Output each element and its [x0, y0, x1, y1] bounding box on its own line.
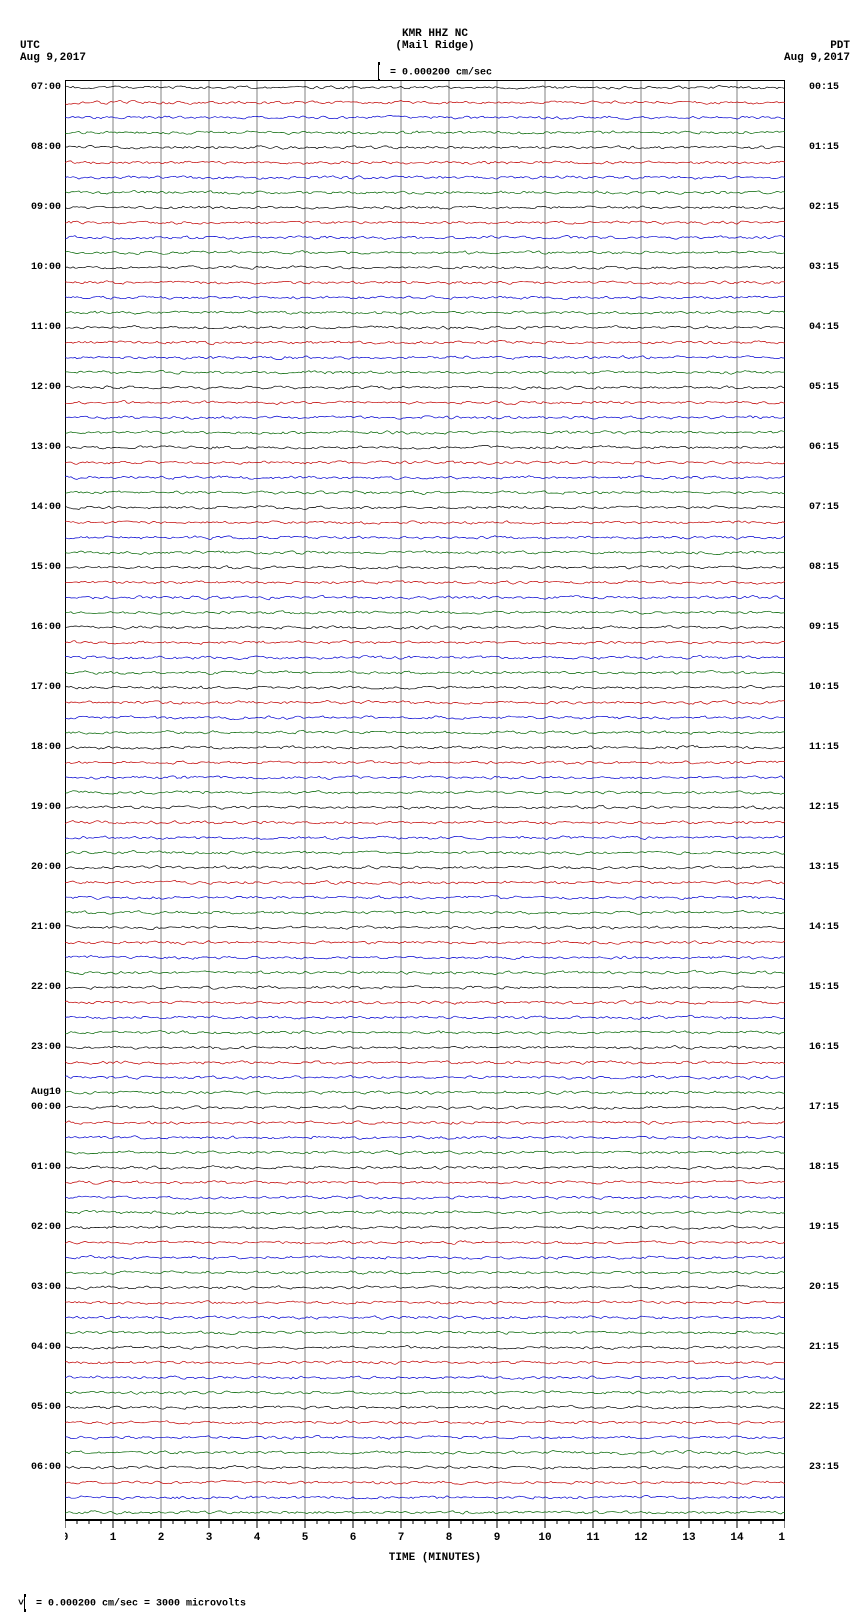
- left-time-label: 22:00: [31, 983, 61, 993]
- left-time-label: 01:00: [31, 1163, 61, 1173]
- right-time-label: 20:15: [809, 1283, 839, 1293]
- left-time-label: 14:00: [31, 503, 61, 513]
- right-time-label: 19:15: [809, 1223, 839, 1233]
- svg-text:15: 15: [778, 1532, 785, 1544]
- svg-text:4: 4: [254, 1532, 261, 1544]
- left-time-label: 19:00: [31, 803, 61, 813]
- right-time-label: 15:15: [809, 983, 839, 993]
- right-time-label: 18:15: [809, 1163, 839, 1173]
- footer-scale-bar-icon: [24, 1594, 26, 1612]
- right-time-label: 04:15: [809, 323, 839, 333]
- left-time-label: 17:00: [31, 683, 61, 693]
- right-time-label: 09:15: [809, 623, 839, 633]
- right-time-label: 14:15: [809, 923, 839, 933]
- left-time-label: 09:00: [31, 203, 61, 213]
- date-rollover-label: Aug10: [31, 1088, 61, 1098]
- right-time-label: 11:15: [809, 743, 839, 753]
- right-time-label: 06:15: [809, 443, 839, 453]
- left-time-label: 12:00: [31, 383, 61, 393]
- svg-text:7: 7: [398, 1532, 405, 1544]
- left-time-label: 03:00: [31, 1283, 61, 1293]
- right-time-label: 10:15: [809, 683, 839, 693]
- left-time-label: 02:00: [31, 1223, 61, 1233]
- right-time-label: 02:15: [809, 203, 839, 213]
- svg-text:9: 9: [494, 1532, 501, 1544]
- header-right: PDT Aug 9,2017: [784, 40, 850, 64]
- left-time-label: 10:00: [31, 263, 61, 273]
- right-time-label: 16:15: [809, 1043, 839, 1053]
- scale-indicator: = 0.000200 cm/sec: [10, 62, 850, 82]
- right-time-label: 00:15: [809, 83, 839, 93]
- pdt-tz-label: PDT: [784, 40, 850, 52]
- left-time-label: 11:00: [31, 323, 61, 333]
- left-time-label: 23:00: [31, 1043, 61, 1053]
- chart-header: UTC Aug 9,2017 KMR HHZ NC (Mail Ridge) P…: [10, 10, 850, 70]
- left-time-label: 04:00: [31, 1343, 61, 1353]
- x-axis-label: TIME (MINUTES): [65, 1552, 805, 1564]
- seismogram-svg: [65, 80, 785, 1520]
- left-time-label: 16:00: [31, 623, 61, 633]
- scale-text: = 0.000200 cm/sec: [384, 68, 492, 79]
- svg-text:1: 1: [110, 1532, 117, 1544]
- right-time-label: 08:15: [809, 563, 839, 573]
- svg-text:3: 3: [206, 1532, 213, 1544]
- left-time-label: 06:00: [31, 1463, 61, 1473]
- right-time-label: 17:15: [809, 1103, 839, 1113]
- left-time-label: 18:00: [31, 743, 61, 753]
- scale-bar-icon: [378, 62, 380, 82]
- svg-text:13: 13: [682, 1532, 696, 1544]
- right-time-label: 13:15: [809, 863, 839, 873]
- svg-text:0: 0: [65, 1532, 68, 1544]
- left-time-label: 07:00: [31, 83, 61, 93]
- right-time-label: 03:15: [809, 263, 839, 273]
- right-time-label: 12:15: [809, 803, 839, 813]
- station-code: KMR HHZ NC: [10, 28, 850, 40]
- svg-text:14: 14: [730, 1532, 744, 1544]
- header-center: KMR HHZ NC (Mail Ridge): [10, 28, 850, 52]
- footer-scale-text: = 0.000200 cm/sec = 3000 microvolts: [30, 1599, 246, 1610]
- left-time-label: 00:00: [31, 1103, 61, 1113]
- seismogram-plot: 07:0008:0009:0010:0011:0012:0013:0014:00…: [65, 80, 805, 1564]
- x-axis-svg: 0123456789101112131415: [65, 1520, 785, 1548]
- right-time-label: 23:15: [809, 1463, 839, 1473]
- right-time-label: 07:15: [809, 503, 839, 513]
- left-time-label: 05:00: [31, 1403, 61, 1413]
- right-time-label: 21:15: [809, 1343, 839, 1353]
- svg-text:5: 5: [302, 1532, 309, 1544]
- svg-text:8: 8: [446, 1532, 453, 1544]
- right-time-label: 05:15: [809, 383, 839, 393]
- svg-text:6: 6: [350, 1532, 357, 1544]
- left-time-label: 08:00: [31, 143, 61, 153]
- right-time-label: 22:15: [809, 1403, 839, 1413]
- svg-text:12: 12: [634, 1532, 647, 1544]
- footer-scale: ˅ = 0.000200 cm/sec = 3000 microvolts: [10, 1594, 850, 1612]
- svg-text:10: 10: [538, 1532, 551, 1544]
- left-time-label: 15:00: [31, 563, 61, 573]
- left-time-label: 20:00: [31, 863, 61, 873]
- left-time-label: 21:00: [31, 923, 61, 933]
- svg-text:2: 2: [158, 1532, 165, 1544]
- station-name: (Mail Ridge): [10, 40, 850, 52]
- svg-text:11: 11: [586, 1532, 600, 1544]
- left-time-label: 13:00: [31, 443, 61, 453]
- right-time-label: 01:15: [809, 143, 839, 153]
